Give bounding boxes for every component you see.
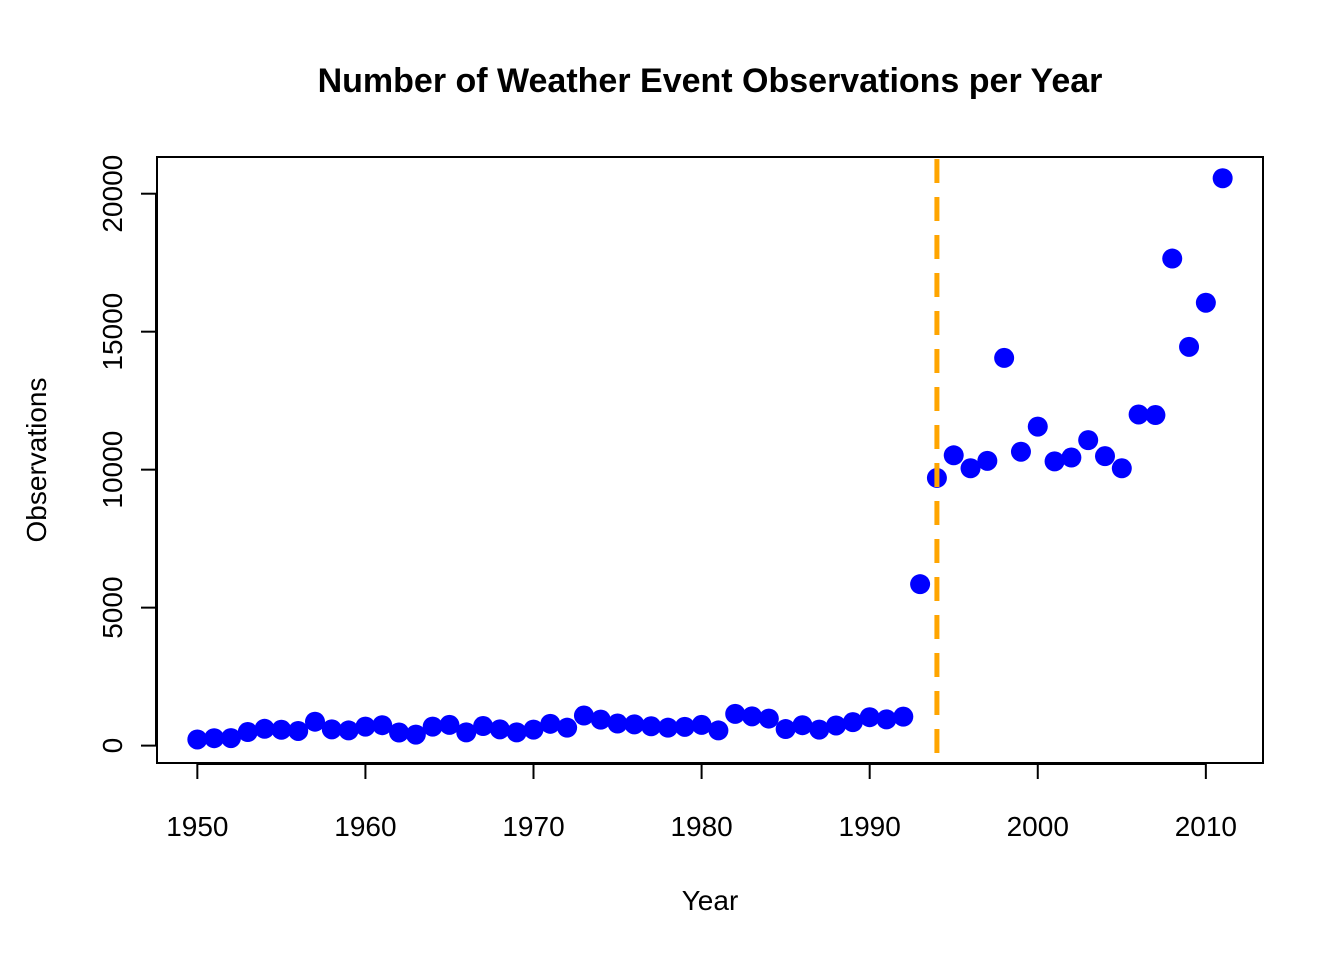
- data-point: [456, 722, 477, 743]
- data-point: [355, 716, 376, 737]
- data-point: [557, 717, 578, 738]
- data-point: [977, 450, 998, 471]
- data-point: [742, 706, 763, 727]
- data-point: [859, 707, 880, 728]
- data-point: [1195, 292, 1216, 313]
- data-point: [826, 715, 847, 736]
- y-tick-label: 20000: [97, 155, 128, 233]
- data-point: [624, 714, 645, 735]
- data-point: [389, 722, 410, 743]
- data-point: [590, 709, 611, 730]
- data-point: [372, 715, 393, 736]
- y-tick-label: 5000: [97, 576, 128, 638]
- data-point: [1044, 451, 1065, 472]
- x-tick-label: 2010: [1175, 811, 1237, 842]
- data-point: [876, 709, 897, 730]
- data-point: [708, 720, 729, 741]
- data-point: [1145, 405, 1166, 426]
- data-point: [338, 720, 359, 741]
- data-point: [321, 719, 342, 740]
- data-point: [1128, 404, 1149, 425]
- data-point: [1212, 168, 1233, 189]
- data-point: [758, 708, 779, 729]
- chart-title: Number of Weather Event Observations per…: [318, 62, 1103, 100]
- data-point: [691, 714, 712, 735]
- data-point: [1061, 447, 1082, 468]
- y-tick-label: 10000: [97, 431, 128, 509]
- data-point: [994, 347, 1015, 368]
- data-point: [792, 715, 813, 736]
- plot-area: [187, 159, 1233, 762]
- data-point: [254, 718, 275, 739]
- data-point: [842, 712, 863, 733]
- x-tick-label: 1980: [670, 811, 732, 842]
- data-point: [1078, 430, 1099, 451]
- data-point: [641, 716, 662, 737]
- data-point: [187, 729, 208, 750]
- data-point: [943, 445, 964, 466]
- y-axis: 0 5000 10000 15000 20000: [97, 155, 157, 754]
- data-point: [657, 717, 678, 738]
- data-point: [809, 719, 830, 740]
- data-point: [489, 719, 510, 740]
- data-point: [422, 716, 443, 737]
- x-tick-label: 2000: [1007, 811, 1069, 842]
- data-point: [893, 706, 914, 727]
- data-point: [506, 722, 527, 743]
- data-point: [237, 722, 258, 743]
- data-point: [1095, 446, 1115, 467]
- data-point: [288, 720, 309, 741]
- data-point: [523, 719, 544, 740]
- y-tick-label: 0: [97, 738, 128, 754]
- data-point: [1111, 458, 1132, 479]
- data-point: [1162, 248, 1183, 269]
- data-point: [607, 713, 628, 734]
- data-point: [405, 724, 426, 745]
- x-tick-label: 1950: [166, 811, 228, 842]
- data-point: [725, 703, 746, 724]
- y-tick-label: 15000: [97, 293, 128, 371]
- x-tick-label: 1990: [839, 811, 901, 842]
- data-point: [473, 716, 494, 737]
- x-tick-label: 1960: [334, 811, 396, 842]
- data-point: [439, 714, 460, 735]
- data-point: [775, 719, 796, 740]
- data-point: [960, 458, 981, 479]
- data-point: [540, 713, 561, 734]
- y-axis-label: Observations: [21, 378, 52, 543]
- data-point: [305, 711, 325, 732]
- data-point: [910, 574, 931, 595]
- x-tick-label: 1970: [502, 811, 564, 842]
- data-point: [220, 728, 241, 749]
- data-point: [573, 705, 594, 726]
- data-point: [204, 728, 225, 749]
- data-point: [1010, 441, 1031, 462]
- data-point: [1027, 416, 1048, 437]
- data-point: [1179, 336, 1200, 357]
- x-axis: 1950 1960 1970 1980 1990 2000 2010: [166, 763, 1237, 842]
- x-axis-label: Year: [682, 885, 739, 916]
- data-point: [674, 716, 695, 737]
- data-point: [271, 719, 292, 740]
